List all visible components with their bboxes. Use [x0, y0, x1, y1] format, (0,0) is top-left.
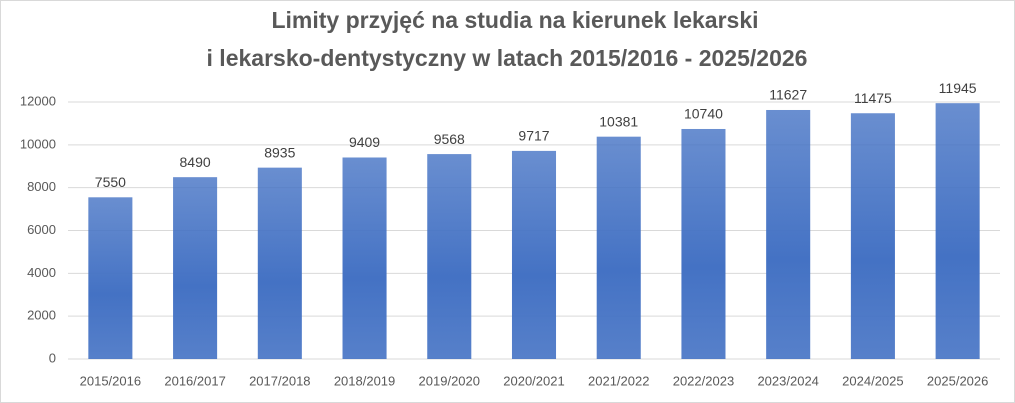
- x-tick-label: 2024/2025: [842, 373, 903, 388]
- x-tick-label: 2017/2018: [249, 373, 310, 388]
- bar: [342, 157, 387, 359]
- bar: [935, 103, 980, 359]
- x-tick-label: 2018/2019: [334, 373, 395, 388]
- bar: [511, 150, 557, 359]
- y-tick-label: 2000: [27, 308, 56, 323]
- y-tick-label: 8000: [27, 179, 56, 194]
- value-label: 7550: [95, 174, 126, 190]
- x-tick-label: 2019/2020: [419, 373, 480, 388]
- chart-title: i lekarsko-dentystyczny w latach 2015/20…: [207, 45, 808, 71]
- x-tick-label: 2022/2023: [673, 373, 734, 388]
- bar: [850, 113, 895, 360]
- value-label: 10740: [684, 106, 723, 122]
- y-tick-label: 0: [49, 350, 56, 365]
- y-tick-label: 12000: [20, 93, 56, 108]
- value-label: 9568: [434, 131, 465, 147]
- value-label: 8490: [180, 154, 211, 170]
- x-tick-label: 2023/2024: [757, 373, 818, 388]
- bar: [681, 128, 726, 359]
- value-label: 11945: [939, 80, 977, 96]
- value-label: 9409: [349, 134, 380, 150]
- value-label: 11475: [854, 90, 892, 106]
- y-tick-label: 6000: [27, 222, 56, 237]
- bar: [257, 167, 302, 359]
- x-tick-label: 2020/2021: [503, 373, 564, 388]
- bar: [427, 154, 472, 359]
- bar: [596, 136, 641, 359]
- bar: [173, 177, 218, 359]
- value-label: 10381: [599, 113, 638, 129]
- value-label: 9717: [518, 128, 549, 144]
- x-tick-label: 2025/2026: [927, 373, 988, 388]
- x-tick-label: 2016/2017: [164, 373, 225, 388]
- x-tick-label: 2021/2022: [588, 373, 649, 388]
- value-label: 11627: [769, 87, 807, 103]
- y-tick-label: 10000: [20, 136, 56, 151]
- bar: [88, 197, 133, 359]
- y-tick-label: 4000: [27, 265, 56, 280]
- bar: [766, 109, 811, 359]
- value-label: 8935: [264, 144, 295, 160]
- x-tick-label: 2015/2016: [80, 373, 141, 388]
- chart-title: Limity przyjęć na studia na kierunek lek…: [271, 7, 758, 33]
